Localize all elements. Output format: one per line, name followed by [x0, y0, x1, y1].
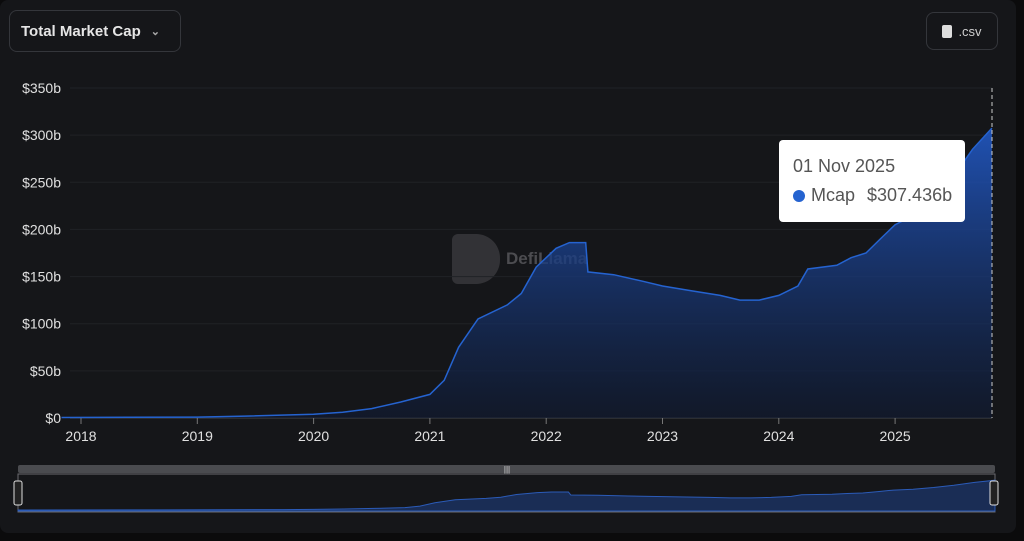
- y-tick-label: $200b: [22, 221, 61, 237]
- csv-label: .csv: [958, 23, 982, 39]
- x-tick-label: 2024: [763, 428, 794, 444]
- x-tick-label: 2019: [182, 428, 213, 444]
- y-tick-label: $0: [45, 410, 61, 426]
- download-csv-button[interactable]: .csv: [926, 12, 998, 50]
- chart-card: Total Market Cap ⌄ .csv DefiLlama $0$50b…: [0, 0, 1016, 533]
- x-tick-label: 2025: [880, 428, 911, 444]
- tooltip-value: $307.436b: [867, 185, 953, 205]
- x-tick-label: 2022: [531, 428, 562, 444]
- tooltip: 01 Nov 2025 Mcap $307.436b: [779, 140, 965, 222]
- y-tick-label: $300b: [22, 127, 61, 143]
- x-tick-label: 2020: [298, 428, 329, 444]
- x-tick-label: 2018: [65, 428, 96, 444]
- slider-handle-right[interactable]: [989, 480, 999, 506]
- series-area: [61, 128, 992, 418]
- slider-handle-left[interactable]: [13, 480, 23, 506]
- slider-bar: [18, 465, 995, 473]
- series-dot-icon: [793, 189, 805, 202]
- x-tick-label: 2021: [414, 428, 445, 444]
- metric-select-label: Total Market Cap: [21, 22, 141, 40]
- y-tick-label: $250b: [22, 174, 61, 190]
- llama-logo-icon: [452, 234, 500, 284]
- file-download-icon: [942, 24, 953, 38]
- x-tick-label: 2023: [647, 428, 678, 444]
- tooltip-series: Mcap: [811, 185, 856, 205]
- y-tick-label: $100b: [22, 316, 61, 332]
- series-line: [61, 127, 993, 419]
- chart[interactable]: $0 $50b $100b $150b $200b $250b $300b $350b 2018…: [0, 0, 1016, 533]
- chevron-down-icon: ⌄: [150, 25, 160, 38]
- y-tick-label: $50b: [30, 363, 61, 379]
- y-tick-label: $150b: [22, 269, 61, 285]
- overview-area: [17, 479, 996, 512]
- slider-grip-icon: |||: [504, 465, 510, 474]
- metric-select[interactable]: Total Market Cap ⌄: [9, 10, 181, 52]
- tooltip-date: 01 Nov 2025: [793, 156, 896, 176]
- y-tick-label: $350b: [22, 80, 61, 96]
